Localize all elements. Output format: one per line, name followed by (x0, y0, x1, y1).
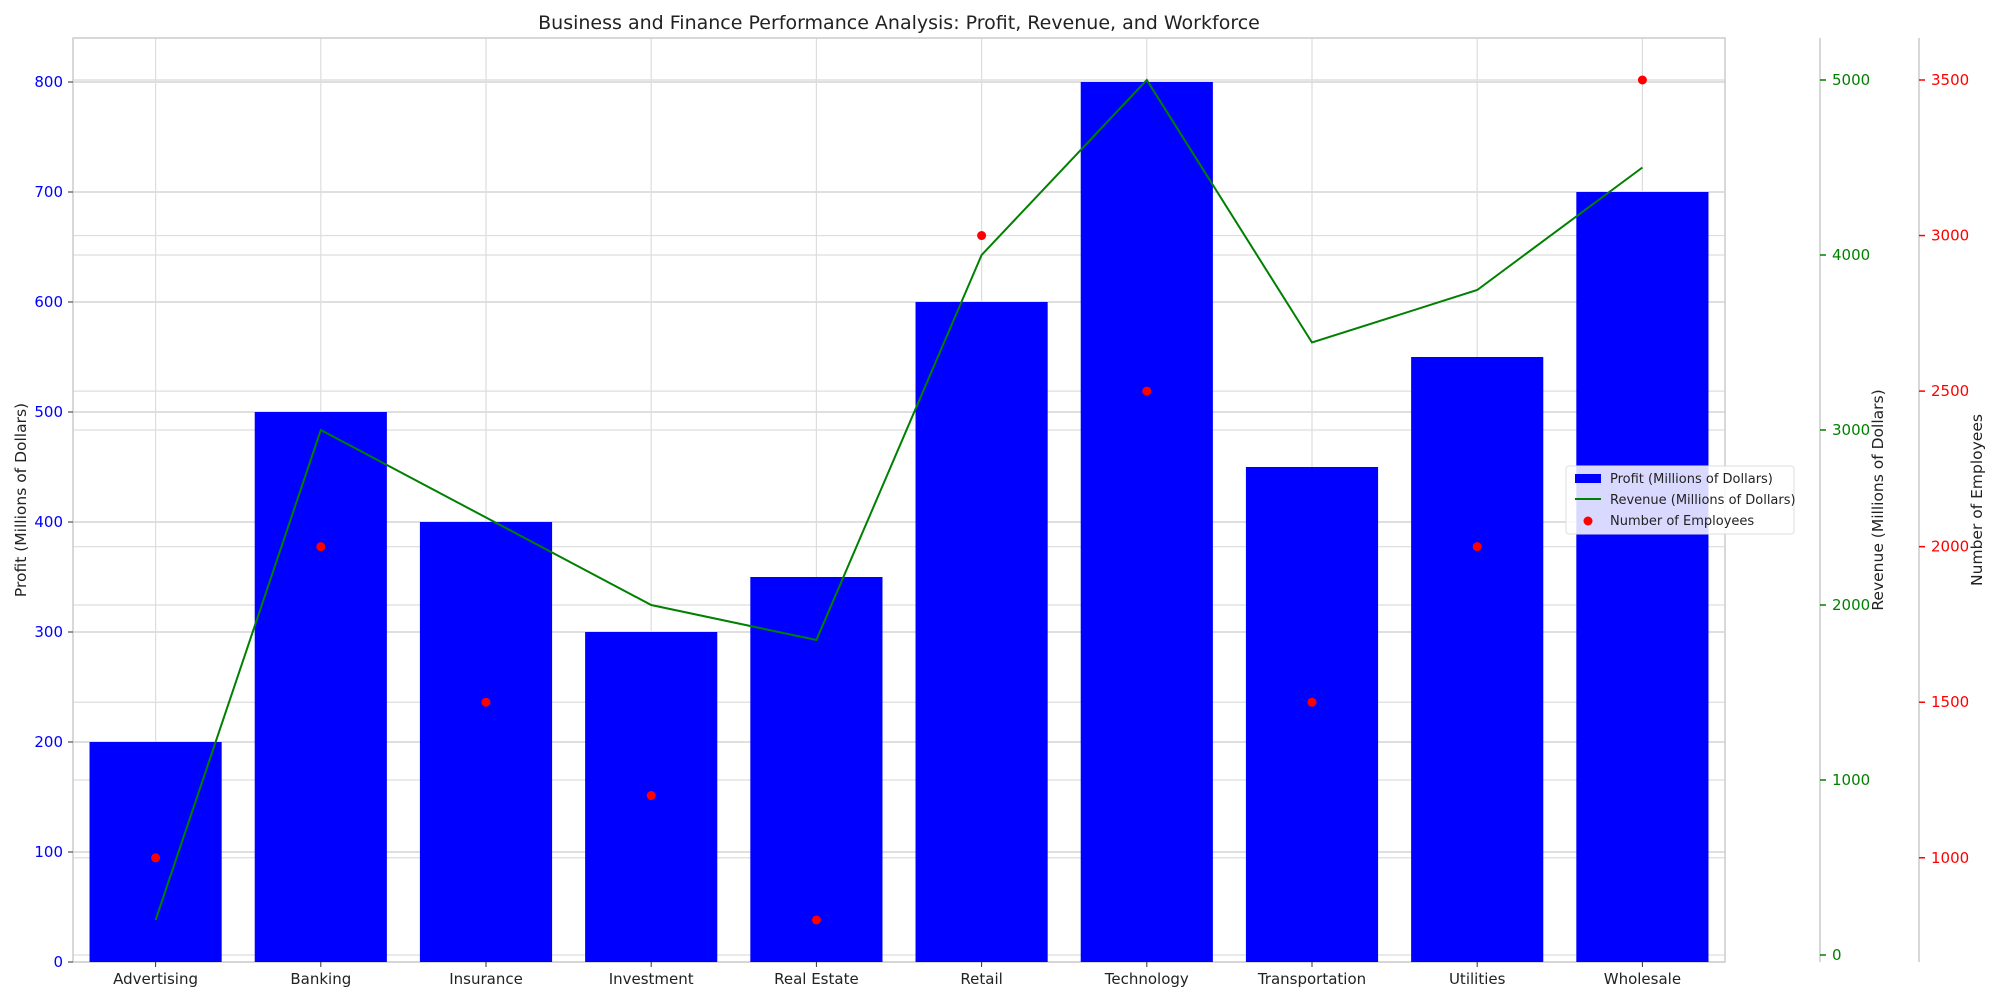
profit-bar (89, 742, 222, 962)
revenue-tick-label: 5000 (1832, 71, 1870, 89)
revenue-tick-label: 2000 (1832, 596, 1870, 614)
profit-bar (1245, 467, 1379, 962)
legend: Profit (Millions of Dollars) Revenue (Mi… (1565, 465, 1796, 535)
employees-tick-label: 1500 (1931, 693, 1969, 711)
chart-title: Business and Finance Performance Analysi… (538, 12, 1260, 34)
legend-label-employees: Number of Employees (1610, 514, 1754, 529)
x-tick-label: Retail (960, 970, 1002, 988)
axes: 0 100 200 300 400 500 600 700 800 Advertising Bank… (34, 38, 1969, 988)
employee-point (811, 915, 821, 925)
employee-points (151, 75, 1647, 925)
revenue-tick-label: 1000 (1832, 771, 1870, 789)
legend-swatch-profit (1575, 474, 1601, 483)
x-tick-label: Technology (1104, 970, 1189, 988)
profit-bar (419, 522, 553, 962)
employees-tick-label: 1000 (1931, 849, 1969, 867)
employee-point (316, 542, 326, 552)
employees-tick-label: 3500 (1931, 71, 1969, 89)
profit-bar (750, 577, 883, 962)
revenue-line-group (154, 78, 1643, 921)
employee-point (1637, 75, 1647, 85)
x-tick-label: Wholesale (1604, 970, 1681, 988)
left-tick-label: 600 (34, 293, 63, 311)
legend-label-profit: Profit (Millions of Dollars) (1610, 472, 1773, 487)
revenue-axis-label: Revenue (Millions of Dollars) (1869, 389, 1887, 610)
revenue-tick-label: 4000 (1832, 246, 1870, 264)
employee-point (977, 231, 987, 241)
legend-label-revenue: Revenue (Millions of Dollars) (1610, 493, 1796, 508)
legend-box (1565, 465, 1795, 535)
revenue-tick-label: 0 (1832, 946, 1842, 964)
employees-tick-label: 2000 (1931, 538, 1969, 556)
x-tick-label: Insurance (449, 970, 523, 988)
profit-bar (1411, 357, 1544, 962)
employee-point (151, 853, 161, 863)
employee-point (646, 791, 656, 801)
profit-bar (254, 412, 387, 962)
left-tick-label: 500 (34, 403, 63, 421)
x-tick-label: Utilities (1449, 970, 1506, 988)
x-tick-label: Transportation (1257, 970, 1366, 988)
employee-point (1307, 697, 1317, 707)
profit-bar (1080, 82, 1213, 962)
left-axis-label: Profit (Millions of Dollars) (12, 403, 30, 597)
x-tick-label: Banking (290, 970, 351, 988)
left-tick-label: 400 (34, 513, 63, 531)
left-tick-label: 200 (34, 733, 63, 751)
employees-tick-label: 3000 (1931, 227, 1969, 245)
legend-swatch-employees (1583, 516, 1593, 526)
profit-bar (915, 302, 1048, 962)
left-tick-label: 300 (34, 623, 63, 641)
revenue-line (154, 78, 1643, 921)
left-tick-label: 0 (53, 953, 63, 971)
x-tick-label: Advertising (113, 970, 198, 988)
employees-tick-label: 2500 (1931, 382, 1969, 400)
x-tick-label: Real Estate (774, 970, 859, 988)
left-tick-label: 800 (34, 73, 63, 91)
profit-bar (1576, 192, 1709, 962)
revenue-tick-label: 3000 (1832, 421, 1870, 439)
profit-bars (89, 82, 1709, 962)
employees-axis-label: Number of Employees (1968, 414, 1986, 586)
x-tick-label: Investment (609, 970, 694, 988)
employee-point (481, 697, 491, 707)
left-tick-label: 700 (34, 183, 63, 201)
employee-point (1472, 542, 1482, 552)
left-tick-label: 100 (34, 843, 63, 861)
employee-point (1142, 386, 1152, 396)
